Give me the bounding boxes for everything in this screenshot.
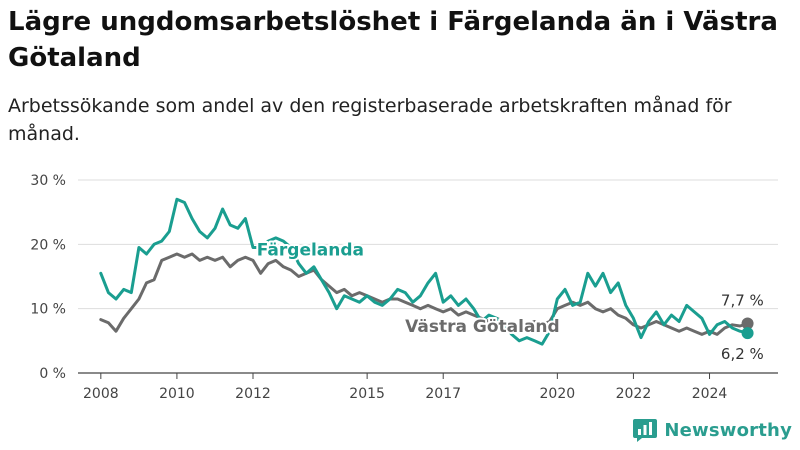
x-tick-label: 2015 [349,386,385,402]
y-tick-label: 0 % [39,366,66,382]
chart-annotation: Västra Götaland [405,317,560,337]
chart-title: Lägre ungdomsarbetslöshet i Färgelanda ä… [8,7,778,73]
chart-annotation: 6,2 % [721,345,764,363]
series-line-vastra-gotaland [99,252,750,336]
chart-annotation: 7,7 % [721,291,764,309]
chart-subtitle: Arbetssökande som andel av den registerb… [8,95,732,145]
y-tick-label: 30 % [30,173,66,189]
brand-name: Newsworthy [664,419,792,441]
y-tick-label: 20 % [30,237,66,253]
x-tick-label: 2008 [83,386,119,402]
endpoint-vastra-gotaland [741,317,754,330]
y-tick-label: 10 % [30,302,66,318]
x-tick-label: 2020 [540,386,576,402]
tick-layer: 0 % 10 % 20 % 30 % 2008 2010 2012 2015 2017 2020 2… [30,173,727,402]
x-tick-label: 2010 [159,386,195,402]
newsworthy-logo-icon [633,419,658,442]
line-chart: 0 % 10 % 20 % 30 % 2008 2010 2012 2015 2017 2020 2… [30,173,778,402]
chart-annotation: Färgelanda [257,240,364,260]
x-tick-label: 2012 [235,386,271,402]
x-tick-label: 2022 [616,386,652,402]
x-tick-label: 2017 [425,386,461,402]
endpoint-fargelanda [741,327,754,340]
series-layer [99,197,754,346]
x-tick-label: 2024 [692,386,728,402]
label-layer: Färgelanda Västra Götaland 7,7 % 6,2 % [255,238,764,363]
brand-logo: Newsworthy [632,416,792,444]
grid-layer [78,179,778,374]
series-line-fargelanda [99,197,750,346]
